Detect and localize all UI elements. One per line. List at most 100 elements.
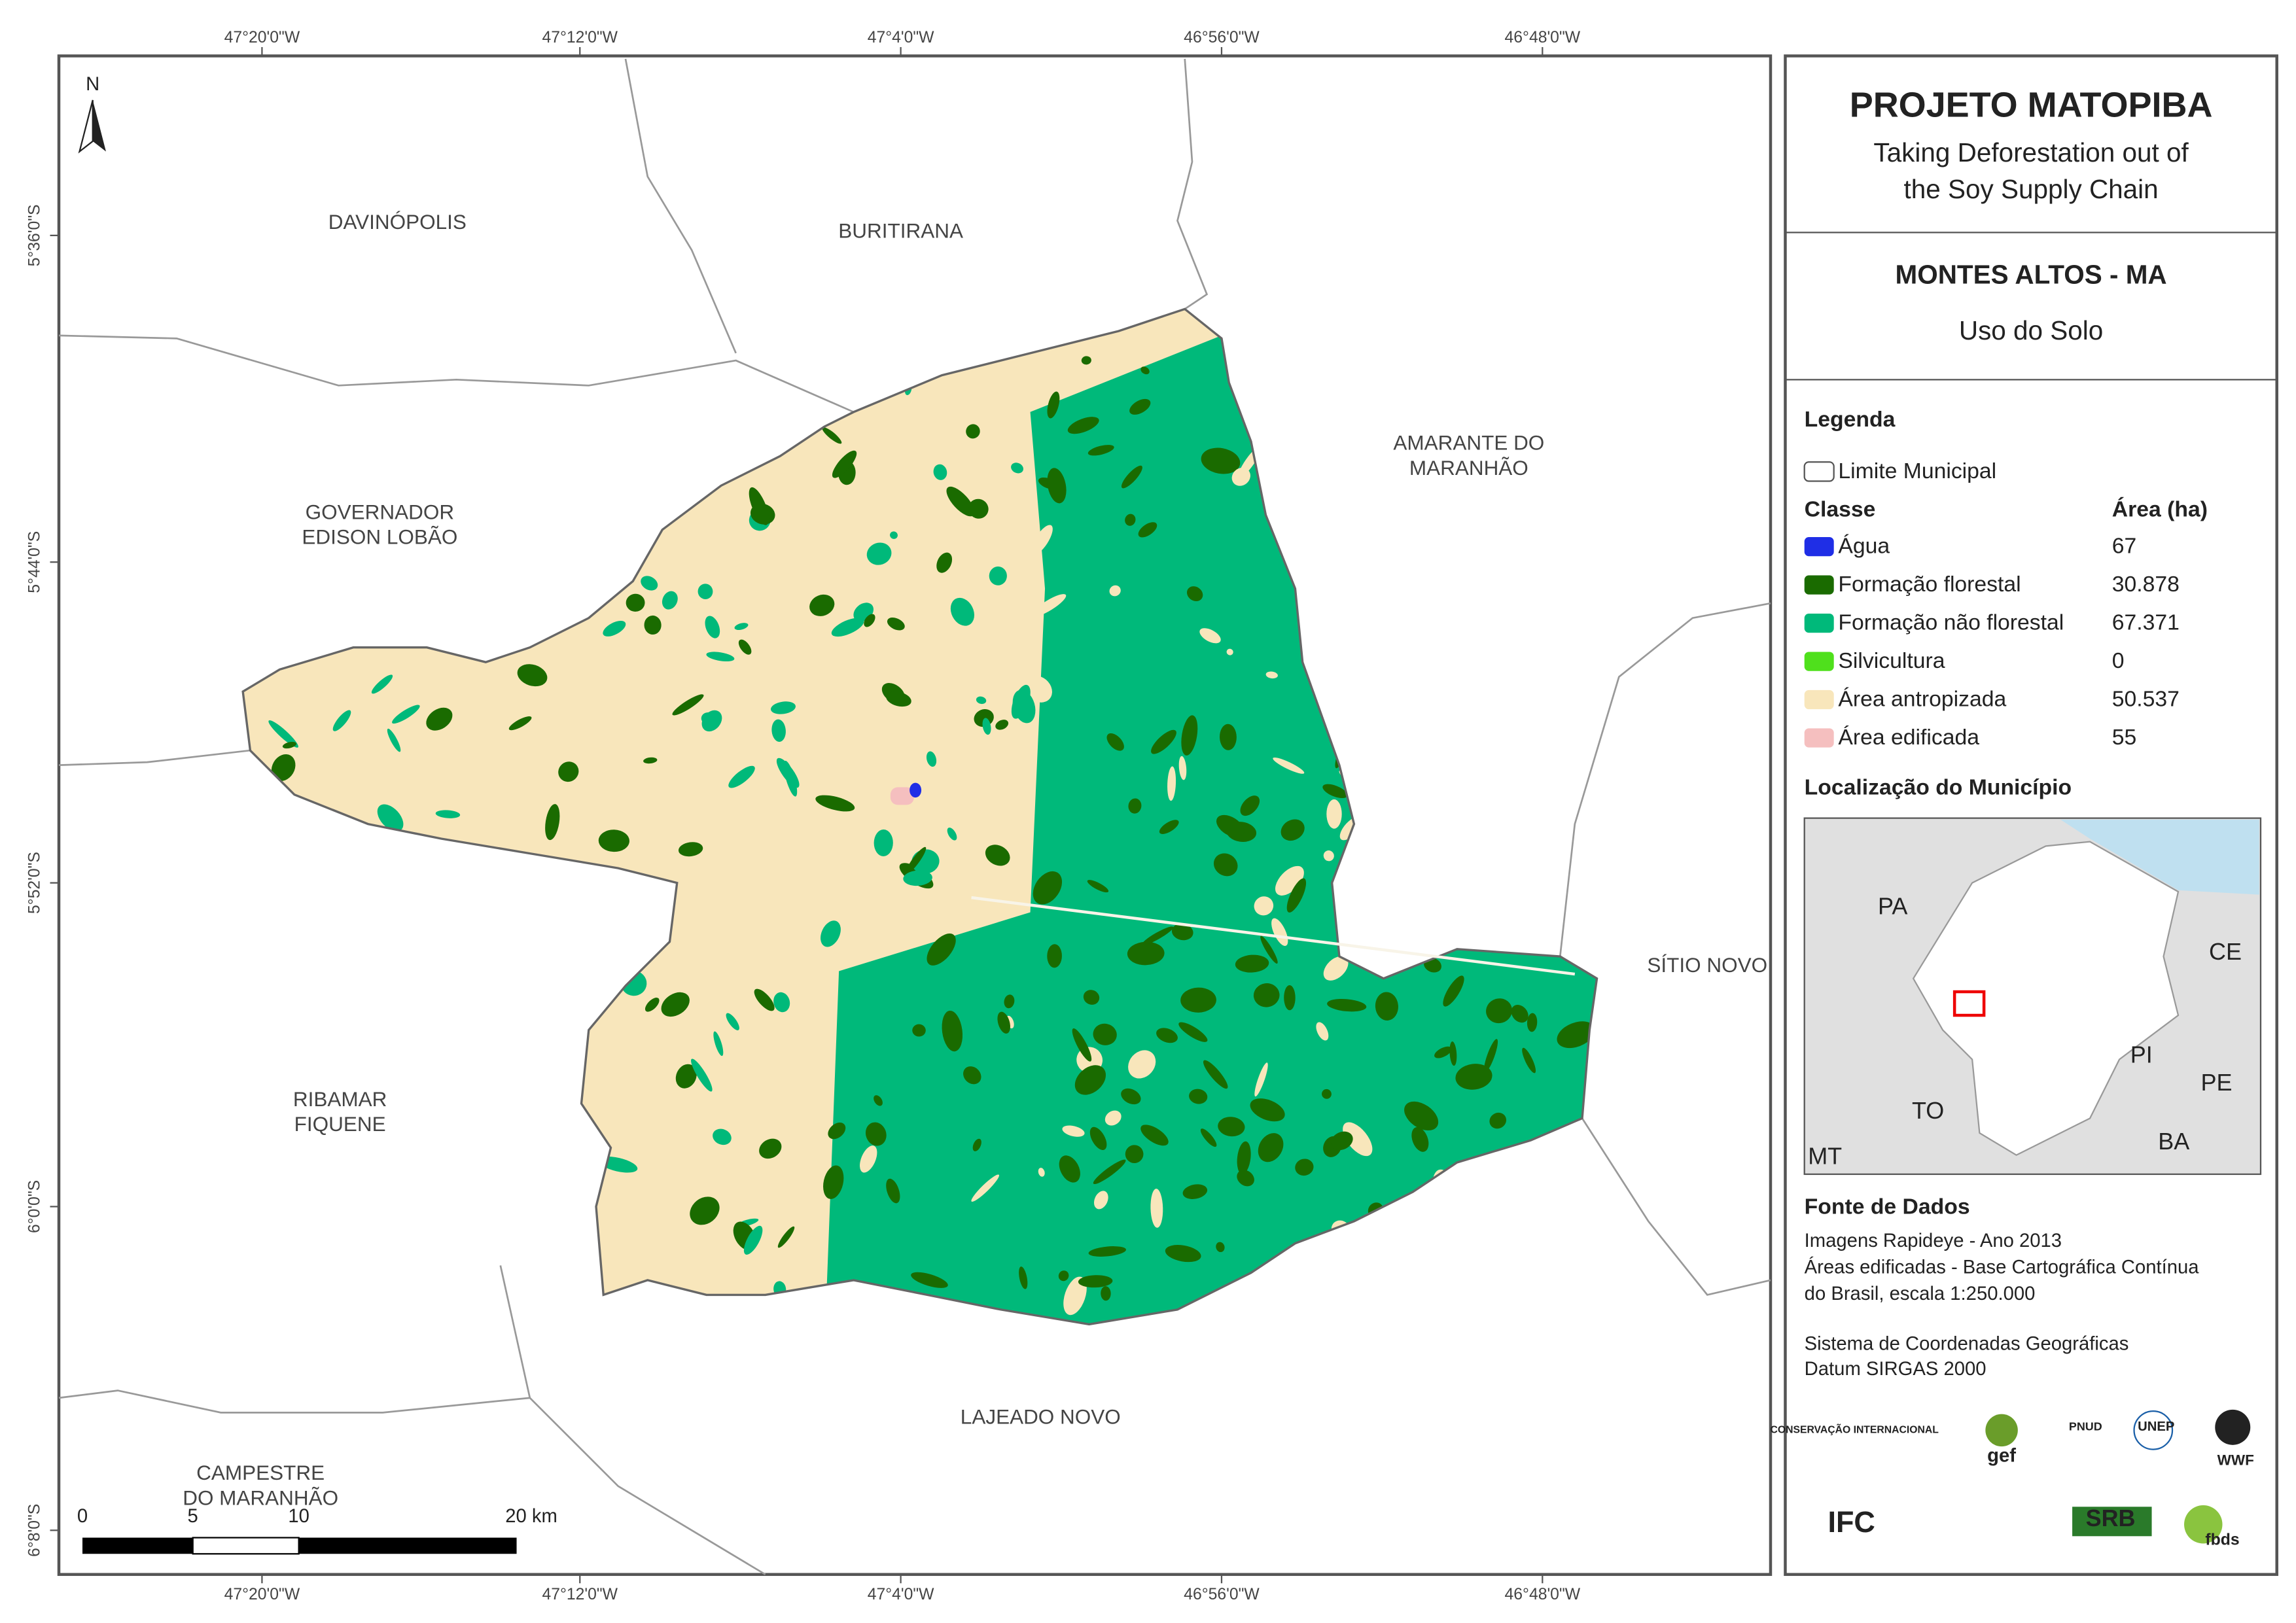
land-patch xyxy=(1047,944,1062,968)
land-patch xyxy=(1275,865,1304,896)
land-patch xyxy=(905,846,927,875)
land-patch xyxy=(1058,1270,1069,1282)
land-patch xyxy=(1121,1088,1141,1105)
logo-text: SRB xyxy=(2086,1505,2136,1531)
land-patch xyxy=(874,1095,883,1106)
longitude-label: 47°4'0"W xyxy=(868,29,934,46)
neighbor-label: AMARANTE DO xyxy=(1393,431,1544,455)
neighbor-label: DAVINÓPOLIS xyxy=(328,210,467,234)
land-patch xyxy=(387,728,401,752)
land-patch xyxy=(1072,1028,1092,1062)
land-patch xyxy=(1216,1242,1225,1253)
land-patch xyxy=(995,720,1009,730)
land-patch xyxy=(886,1178,900,1204)
land-patch xyxy=(645,998,660,1012)
land-patch xyxy=(728,765,755,788)
land-patch xyxy=(1109,585,1121,597)
land-patch xyxy=(1004,994,1015,1009)
land-patch xyxy=(1483,1039,1498,1073)
neighbor-label: CAMPESTRE xyxy=(196,1461,325,1484)
land-patch xyxy=(426,707,453,731)
sources-title: Fonte de Dados xyxy=(1805,1195,1970,1219)
land-patch xyxy=(641,576,658,591)
boundary xyxy=(58,749,251,766)
land-patch xyxy=(1323,850,1334,862)
land-patch xyxy=(558,761,579,782)
sources: Imagens Rapideye - Ano 2013 Áreas edifica… xyxy=(1805,1230,2200,1380)
longitude-label: 46°56'0"W xyxy=(1184,29,1260,46)
state-label: TO xyxy=(1912,1097,1944,1124)
land-patch xyxy=(268,720,298,748)
scale-segment xyxy=(192,1537,300,1555)
land-patch xyxy=(933,464,947,480)
land-patch xyxy=(982,718,991,735)
land-patch xyxy=(1201,447,1241,474)
land-patch xyxy=(942,1010,963,1052)
land-patch xyxy=(823,1165,844,1199)
land-patch xyxy=(271,754,296,781)
land-patch xyxy=(1231,467,1250,486)
land-patch xyxy=(903,870,932,886)
land-patch xyxy=(1101,1286,1111,1301)
latitude-label: 5°52'0"S xyxy=(26,852,44,914)
land-patch xyxy=(828,1122,846,1140)
class-swatch xyxy=(1804,613,1834,633)
boundary xyxy=(624,58,737,354)
built-area xyxy=(890,787,914,805)
logo-text: IFC xyxy=(1828,1505,1875,1539)
municipality: MONTES ALTOS - MA xyxy=(1896,260,2167,290)
longitude-label: 47°12'0"W xyxy=(542,1586,618,1603)
limit-label: Limite Municipal xyxy=(1838,459,1996,483)
land-patch xyxy=(783,760,798,797)
state-label: PA xyxy=(1878,892,1907,919)
latitude-label: 6°0'0"S xyxy=(26,1180,44,1233)
land-patch xyxy=(435,810,461,818)
land-patch xyxy=(1237,1170,1254,1187)
land-patch xyxy=(1125,514,1136,526)
source-line: Sistema de Coordenadas Geográficas xyxy=(1805,1334,2129,1355)
land-patch xyxy=(1182,1184,1208,1199)
boundary xyxy=(499,1265,766,1575)
longitude-label: 46°56'0"W xyxy=(1184,1586,1260,1603)
land-patch xyxy=(1165,1245,1201,1263)
land-patch xyxy=(1078,1275,1113,1288)
latitude-label: 5°44'0"S xyxy=(26,531,44,593)
road xyxy=(971,896,1576,976)
land-patch xyxy=(706,652,735,662)
land-patch xyxy=(661,992,690,1017)
logo-mark xyxy=(2215,1409,2251,1445)
land-patch xyxy=(926,751,937,767)
land-patch xyxy=(911,1272,948,1288)
land-patch xyxy=(754,988,775,1011)
land-patch xyxy=(771,719,786,742)
source-line: do Brasil, escala 1:250.000 xyxy=(1805,1283,2036,1304)
land-patch xyxy=(392,705,420,724)
class-area: 67 xyxy=(2112,534,2137,559)
scale-label: 0 xyxy=(77,1506,88,1527)
land-patch xyxy=(874,829,893,856)
land-patch xyxy=(749,487,769,525)
land-patch xyxy=(1237,1141,1251,1174)
land-patch xyxy=(1326,799,1342,829)
state-label: BA xyxy=(2158,1128,2189,1155)
legend-classes: Água 67 Formação florestal 30.878 Formação n… xyxy=(1804,534,2180,750)
land-patch xyxy=(777,1226,795,1248)
land-patch xyxy=(1203,1060,1228,1089)
land-patch xyxy=(1121,465,1142,489)
land-patch xyxy=(705,616,720,638)
location-marker xyxy=(1952,990,1986,1017)
land-patch xyxy=(770,701,796,714)
land-patch xyxy=(968,498,989,519)
land-patch xyxy=(1284,985,1296,1011)
theme: Uso do Solo xyxy=(1959,315,2103,345)
class-swatch xyxy=(1804,537,1834,557)
land-patch xyxy=(1047,468,1067,504)
land-patch xyxy=(1280,819,1305,841)
land-patch xyxy=(1127,941,1165,966)
land-patch xyxy=(1489,1112,1507,1129)
latitude-label: 5°36'0"S xyxy=(26,204,44,266)
longitude-label: 47°20'0"W xyxy=(224,29,300,46)
side-panel xyxy=(1784,54,2278,1577)
land-patch xyxy=(1074,1065,1106,1095)
